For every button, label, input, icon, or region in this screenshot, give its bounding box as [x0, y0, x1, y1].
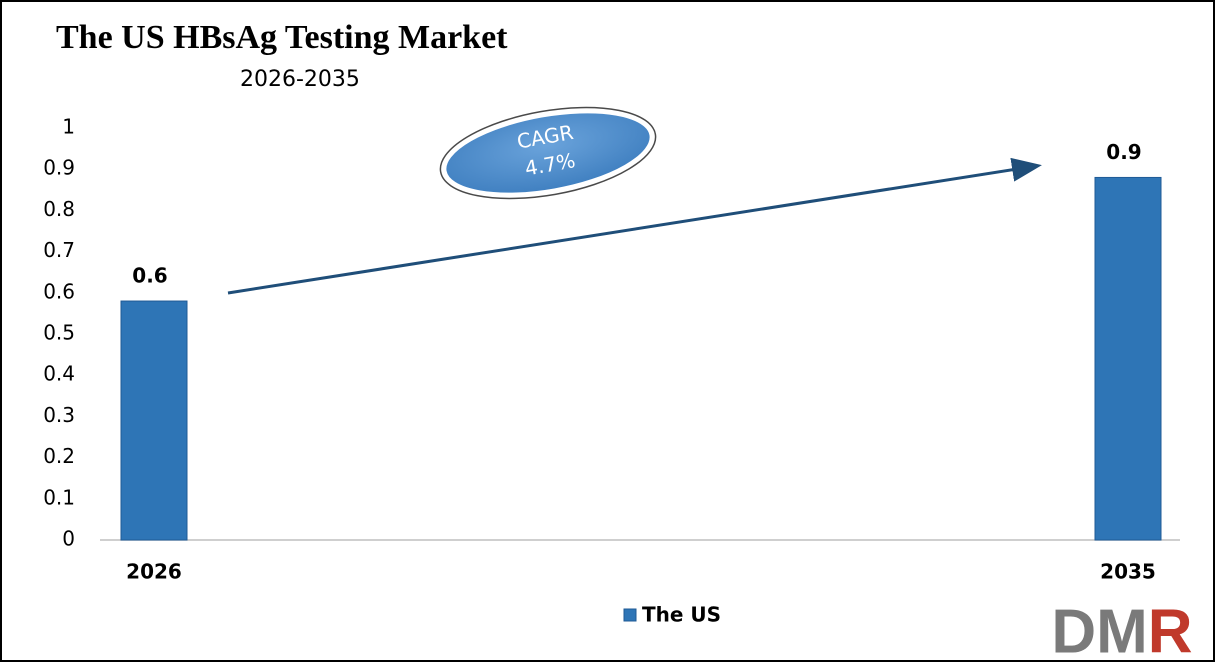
trend-arrow [227, 157, 1042, 295]
value-label: 0.9 [1106, 140, 1141, 164]
legend-label: The US [642, 603, 721, 627]
y-tick-label: 0 [62, 527, 75, 551]
legend-swatch [623, 608, 637, 622]
y-tick-label: 0.2 [43, 444, 75, 468]
y-tick-label: 0.7 [43, 238, 75, 262]
cagr-badge: CAGR 4.7% [439, 106, 657, 200]
y-tick-label: 0.5 [43, 321, 75, 345]
cagr-ellipse [442, 109, 654, 197]
x-tick-label: 2035 [1100, 560, 1156, 584]
y-tick-label: 0.3 [43, 403, 75, 427]
bar [120, 300, 188, 541]
y-tick-label: 0.6 [43, 279, 75, 303]
value-label: 0.6 [132, 264, 167, 288]
y-tick-label: 0.8 [43, 197, 75, 221]
y-tick-label: 0.4 [43, 362, 75, 386]
x-tick-label: 2026 [126, 560, 182, 584]
y-tick-label: 0.9 [43, 156, 75, 180]
y-tick-label: 1 [62, 115, 75, 139]
chart-subtitle: 2026-2035 [240, 67, 360, 92]
logo: DMR [1051, 597, 1192, 663]
bar [1094, 176, 1162, 541]
chart-title: The US HBsAg Testing Market [56, 19, 508, 56]
y-tick-label: 0.1 [43, 485, 75, 509]
cagr-outline [439, 106, 657, 200]
